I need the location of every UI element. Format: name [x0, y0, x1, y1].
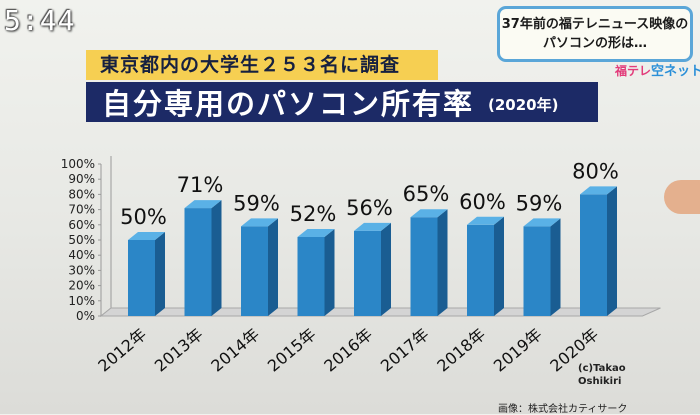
- survey-banner: 東京都内の大学生２５３名に調査: [86, 50, 438, 80]
- y-tick-label: 80%: [68, 187, 95, 201]
- bar-side: [324, 228, 335, 316]
- data-label: 59%: [516, 191, 563, 215]
- bar-top: [184, 200, 222, 209]
- bar-top: [297, 228, 335, 237]
- x-tick-label: 2016年: [320, 325, 376, 376]
- data-label: 80%: [572, 159, 619, 183]
- y-tick-label: 10%: [68, 294, 95, 308]
- bar: [467, 224, 494, 316]
- clock-display: 5:44: [4, 4, 76, 37]
- bar-top: [523, 218, 561, 227]
- data-label: 60%: [459, 190, 506, 214]
- x-tick-label: 2015年: [264, 325, 320, 376]
- data-label: 65%: [403, 182, 450, 206]
- bar-side: [381, 222, 391, 316]
- bar-side: [211, 200, 222, 316]
- y-tick-label: 70%: [68, 203, 95, 217]
- y-tick-label: 100%: [61, 157, 95, 171]
- bar-top: [128, 232, 165, 240]
- bar-side: [550, 218, 561, 316]
- news-caption-box: 37年前の福テレニュース映像の パソコンの形は…: [497, 6, 693, 62]
- bar: [410, 217, 438, 316]
- station-logo-part2: 空ネット: [651, 64, 700, 79]
- bar: [354, 230, 381, 316]
- data-label: 50%: [120, 205, 167, 229]
- bar-top: [241, 218, 278, 227]
- bar-side: [607, 186, 617, 316]
- y-tick-label: 40%: [68, 248, 95, 262]
- bar: [241, 226, 268, 316]
- title-banner: 自分専用のパソコン所有率 (2020年): [86, 82, 598, 122]
- chart-title: 自分専用のパソコン所有率: [102, 87, 475, 121]
- x-tick-label: 2017年: [377, 325, 433, 376]
- data-label: 59%: [233, 191, 280, 215]
- x-tick-label: 2013年: [151, 325, 207, 376]
- bar: [580, 194, 607, 316]
- bar: [184, 208, 212, 316]
- y-tick-label: 60%: [68, 218, 95, 232]
- chart-axis-wall: [100, 156, 112, 318]
- bar: [128, 240, 155, 316]
- bar: [523, 226, 551, 316]
- x-tick-label: 2012年: [94, 325, 150, 376]
- bar-side: [155, 232, 165, 316]
- news-caption-line2: パソコンの形は…: [542, 36, 647, 51]
- bar-top: [354, 222, 391, 231]
- bar-side: [494, 216, 504, 316]
- station-logo-part1: 福テレ: [615, 64, 652, 78]
- bar: [297, 236, 325, 316]
- x-tick-label: 2014年: [207, 325, 263, 376]
- data-label: 71%: [177, 173, 224, 197]
- bar-top: [467, 216, 504, 225]
- image-credit: 画像：株式会社カティサーク: [498, 404, 628, 415]
- y-tick-label: 90%: [68, 172, 95, 186]
- news-caption-line1: 37年前の福テレニュース映像の: [501, 17, 689, 32]
- bar-top: [410, 209, 448, 218]
- station-logo: 福テレ空ネット: [615, 60, 700, 79]
- y-tick-label: 30%: [68, 263, 95, 277]
- y-tick-label: 50%: [68, 233, 95, 247]
- bar-top: [580, 186, 617, 195]
- chart-subtitle: (2020年): [488, 95, 559, 114]
- y-tick-label: 0%: [76, 309, 95, 323]
- y-tick-label: 20%: [68, 279, 95, 293]
- data-label: 52%: [290, 202, 337, 226]
- presenter-finger: [664, 180, 700, 214]
- bar-side: [268, 218, 278, 316]
- data-label: 56%: [346, 196, 393, 220]
- bar-side: [437, 209, 448, 316]
- x-tick-label: 2018年: [433, 325, 489, 376]
- chart-credit: (c)Takao Oshikiri: [578, 363, 626, 387]
- x-tick-label: 2019年: [490, 325, 546, 376]
